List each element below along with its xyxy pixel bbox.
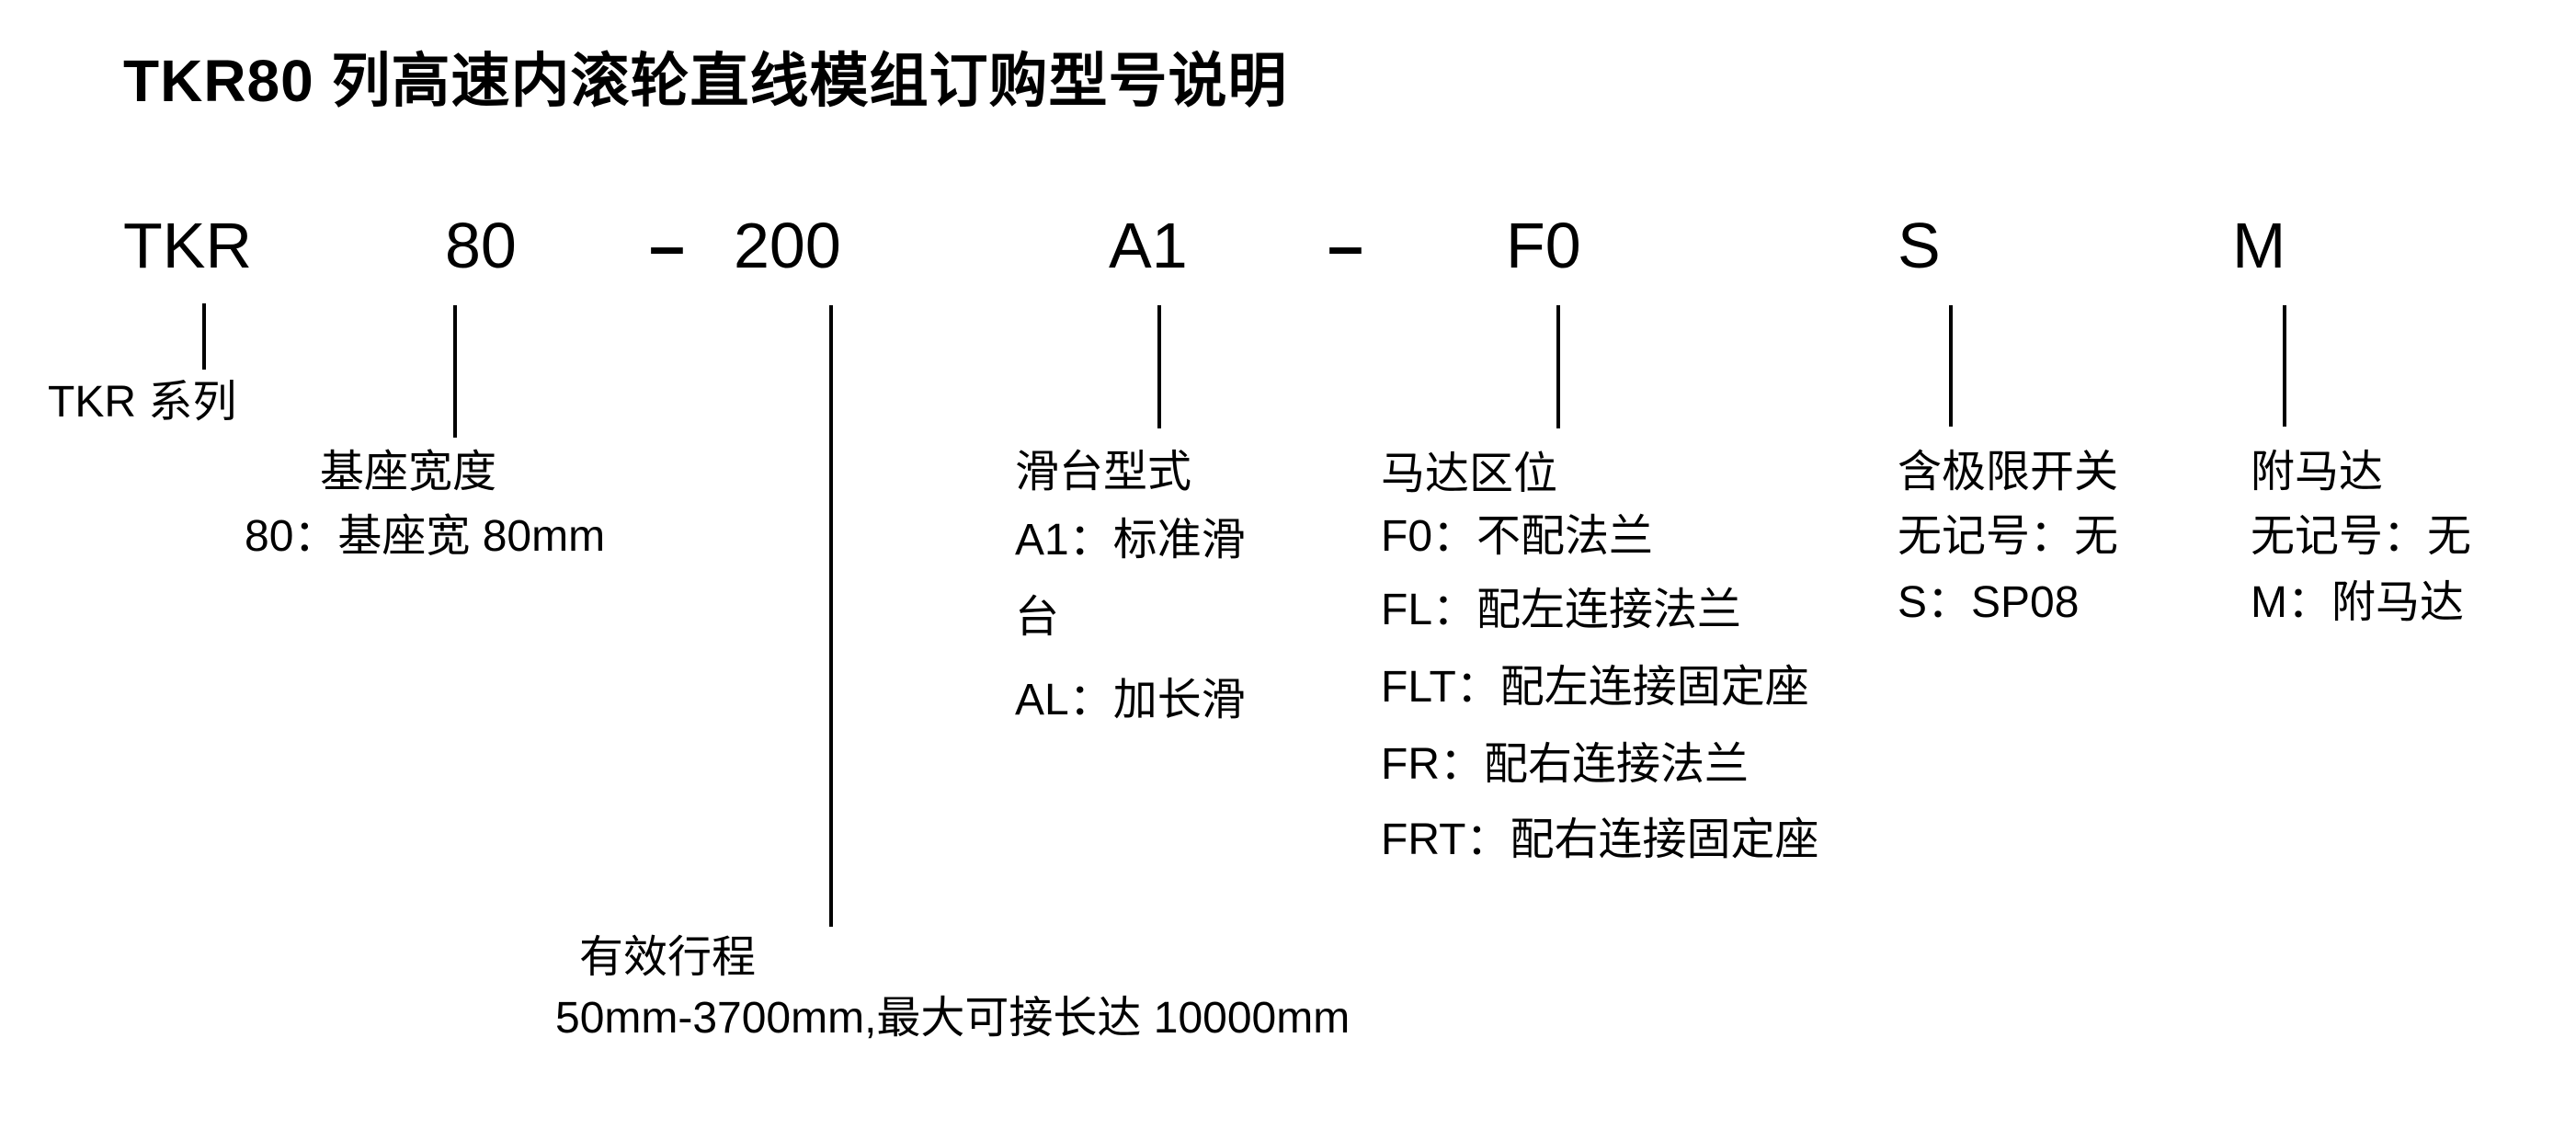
callout-motor-position-option-fr: FR：配右连接法兰 <box>1381 740 1749 789</box>
callout-series-label: TKR 系列 <box>48 378 237 427</box>
callout-motor-position-option-f0: F0：不配法兰 <box>1381 512 1654 561</box>
callout-motor-position-option-fl: FL：配左连接法兰 <box>1381 586 1742 634</box>
callout-motor-option-none: 无记号：无 <box>2251 512 2472 561</box>
connector-line-limit-switch <box>1949 305 1953 427</box>
callout-slider-type-option-a1-wrap: 台 <box>1015 593 1060 642</box>
callout-slider-type-option-al: AL：加长滑 <box>1015 676 1246 724</box>
code-motor: M <box>2232 210 2286 281</box>
callout-motor-position-title: 马达区位 <box>1381 450 1558 498</box>
connector-line-motor <box>2283 305 2286 427</box>
callout-slider-type-option-a1: A1：标准滑 <box>1015 516 1246 564</box>
callout-limit-switch-option-none: 无记号：无 <box>1898 512 2119 561</box>
page-title: TKR80 列高速内滚轮直线模组订购型号说明 <box>123 48 1288 114</box>
code-base-width: 80 <box>445 210 517 281</box>
code-limit-switch: S <box>1898 210 1941 281</box>
connector-line-series <box>202 303 206 370</box>
callout-slider-type-title: 滑台型式 <box>1015 448 1192 496</box>
code-stroke: 200 <box>734 210 841 281</box>
callout-limit-switch-title: 含极限开关 <box>1898 448 2119 496</box>
code-series: TKR <box>123 210 252 281</box>
callout-motor-title: 附马达 <box>2251 448 2384 496</box>
connector-line-slider-type <box>1157 305 1161 428</box>
callout-limit-switch-option-s: S：SP08 <box>1898 578 2080 627</box>
code-dash-1: – <box>649 210 685 281</box>
connector-line-base-width <box>453 305 457 438</box>
callout-base-width-title: 基座宽度 <box>320 448 497 496</box>
code-motor-position: F0 <box>1506 210 1581 281</box>
callout-motor-position-option-flt: FLT：配左连接固定座 <box>1381 663 1809 712</box>
callout-stroke-title: 有效行程 <box>579 933 757 982</box>
connector-line-motor-position <box>1556 305 1560 428</box>
callout-motor-position-option-frt: FRT：配右连接固定座 <box>1381 815 1819 864</box>
callout-stroke-range: 50mm-3700mm,最大可接长达 10000mm <box>555 994 1351 1043</box>
connector-line-stroke <box>829 305 833 927</box>
code-slider-type: A1 <box>1109 210 1188 281</box>
callout-motor-option-m: M：附马达 <box>2251 578 2464 627</box>
code-dash-2: – <box>1328 210 1363 281</box>
callout-base-width-option-80: 80：基座宽 80mm <box>245 512 606 561</box>
